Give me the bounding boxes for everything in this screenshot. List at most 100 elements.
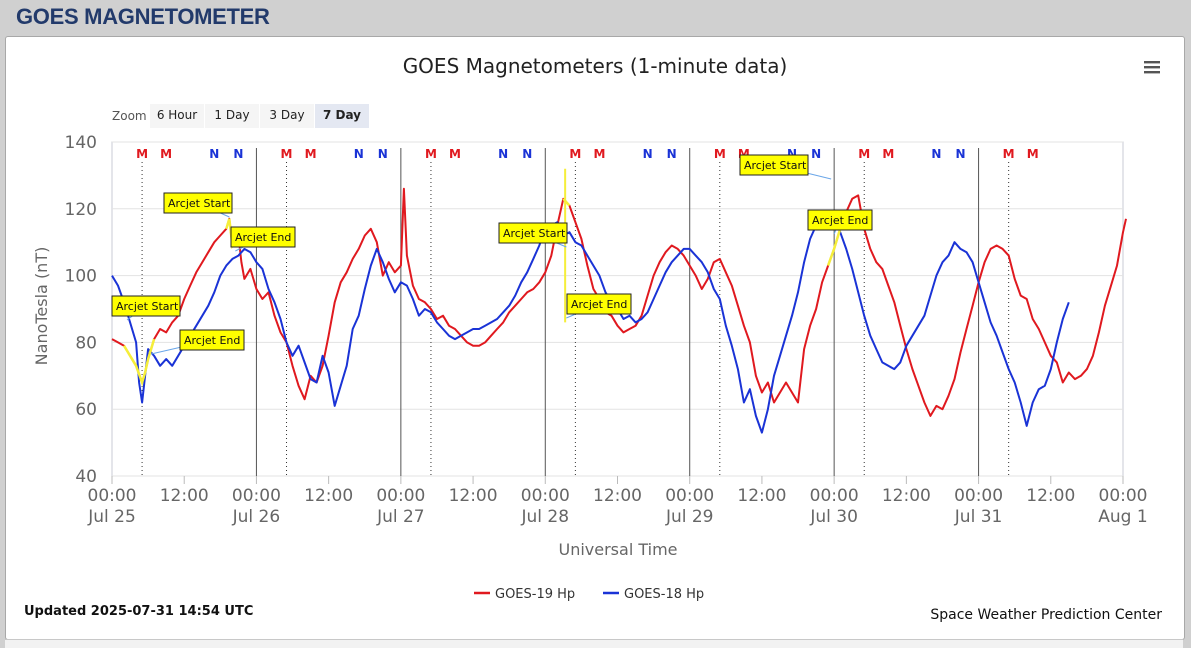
chart-title: GOES Magnetometers (1-minute data): [403, 54, 788, 78]
zoom-3-day-label: 3 Day: [269, 108, 304, 122]
mn-marker: M: [569, 147, 581, 161]
arcjet-flag-box: [739, 154, 809, 176]
y-tick-label: 40: [75, 467, 97, 487]
arcjet-flag-label: Arcjet End: [812, 214, 868, 227]
zoom-label: Zoom: [112, 109, 147, 123]
legend: GOES-19 Hp GOES-18 Hp: [474, 587, 704, 602]
x-tick-label: 00:00: [1099, 486, 1148, 506]
x-tick-label: 00:00: [88, 486, 137, 506]
mn-marker: N: [498, 147, 508, 161]
arcjet-flag-label: Arcjet Start: [168, 197, 231, 210]
page-title: GOES MAGNETOMETER: [16, 4, 270, 29]
x-tick-label: 12:00: [882, 486, 931, 506]
x-tick-date: Jul 29: [665, 507, 714, 527]
x-tick-label: 12:00: [1026, 486, 1075, 506]
mn-marker: N: [787, 147, 797, 161]
x-tick-label: 00:00: [954, 486, 1003, 506]
mn-marker: N: [378, 147, 388, 161]
x-tick-label: 12:00: [160, 486, 209, 506]
arcjet-segment-3: [826, 228, 842, 267]
legend-item-goes19[interactable]: GOES-19 Hp: [474, 587, 575, 602]
arcjet-flag-label: Arcjet Start: [116, 300, 179, 313]
y-tick-label: 60: [75, 400, 97, 420]
mn-marker: N: [522, 147, 532, 161]
mn-marker: M: [858, 147, 870, 161]
y-axis-title: NanoTesla (nT): [32, 247, 51, 366]
mn-marker: M: [1027, 147, 1039, 161]
mn-marker: N: [955, 147, 965, 161]
hamburger-menu-icon[interactable]: [1138, 56, 1166, 80]
mn-marker: N: [931, 147, 941, 161]
zoom-7-day-label: 7 Day: [323, 108, 361, 122]
app-header: GOES MAGNETOMETER: [0, 0, 1191, 36]
x-tick-date: Jul 28: [521, 507, 570, 527]
mn-marker: M: [281, 147, 293, 161]
arcjet-flag-box: [163, 192, 233, 214]
x-tick-date: Jul 26: [232, 507, 281, 527]
updated-timestamp: Updated 2025-07-31 14:54 UTC: [24, 604, 253, 619]
arcjet-flag-label: Arcjet End: [184, 334, 240, 347]
legend-item-goes18[interactable]: GOES-18 Hp: [603, 587, 704, 602]
x-tick-date: Aug 1: [1098, 507, 1147, 527]
mn-marker: N: [233, 147, 243, 161]
bottom-strip: [5, 639, 1183, 648]
zoom-7-day-button[interactable]: 7 Day: [315, 104, 369, 128]
mn-marker: M: [882, 147, 894, 161]
x-tick-date: Jul 25: [87, 507, 136, 527]
x-tick-label: 12:00: [304, 486, 353, 506]
mn-marker: M: [449, 147, 461, 161]
arcjet-flag-box: [807, 209, 873, 231]
x-tick-label: 00:00: [232, 486, 281, 506]
x-tick-label: 12:00: [737, 486, 786, 506]
arcjet-annotations: Arcjet Start Arcjet End Arcjet Start Arcjet…: [111, 154, 873, 387]
x-tick-label: 00:00: [665, 486, 714, 506]
zoom-3-day-button[interactable]: 3 Day: [260, 104, 314, 128]
mn-marker: M: [738, 147, 750, 161]
x-tick-label: 00:00: [521, 486, 570, 506]
y-tick-label: 140: [65, 133, 97, 153]
x-tick-label: 12:00: [593, 486, 642, 506]
mn-marker: M: [136, 147, 148, 161]
mn-marker: N: [667, 147, 677, 161]
legend-goes18-label: GOES-18 Hp: [624, 587, 704, 602]
y-tick-label: 80: [75, 333, 97, 353]
arcjet-flag-box: [111, 295, 181, 317]
arcjet-flag-label: Arcjet Start: [503, 227, 566, 240]
arcjet-flag-box: [179, 329, 245, 351]
mn-marker: M: [160, 147, 172, 161]
zoom-6-hour-label: 6 Hour: [157, 108, 197, 122]
x-tick-label: 00:00: [376, 486, 425, 506]
legend-goes19-label: GOES-19 Hp: [495, 587, 575, 602]
mn-marker: M: [1003, 147, 1015, 161]
mn-marker: N: [643, 147, 653, 161]
arcjet-flag-label: Arcjet End: [235, 231, 291, 244]
mn-marker: M: [425, 147, 437, 161]
y-tick-label: 120: [65, 200, 97, 220]
y-tick-label: 100: [65, 267, 97, 287]
mn-marker: N: [811, 147, 821, 161]
zoom-1-day-label: 1 Day: [214, 108, 249, 122]
x-tick-date: Jul 27: [376, 507, 425, 527]
arcjet-flag-box: [566, 293, 632, 315]
series-line-goes18: [111, 211, 1070, 434]
x-tick-label: 12:00: [449, 486, 498, 506]
zoom-1-day-button[interactable]: 1 Day: [205, 104, 259, 128]
mn-marker: N: [354, 147, 364, 161]
x-tick-date: Jul 30: [809, 507, 858, 527]
mn-marker: M: [593, 147, 605, 161]
arcjet-flag-box: [498, 222, 568, 244]
arcjet-segment-0: [122, 338, 156, 387]
credit-text: Space Weather Prediction Center: [930, 607, 1162, 623]
arcjet-flag-label: Arcjet Start: [744, 159, 807, 172]
mn-marker: N: [209, 147, 219, 161]
arcjet-flag-label: Arcjet End: [571, 298, 627, 311]
x-tick-label: 00:00: [810, 486, 859, 506]
x-axis-title: Universal Time: [558, 540, 677, 559]
x-tick-date: Jul 31: [954, 507, 1003, 527]
mn-marker: M: [305, 147, 317, 161]
zoom-6-hour-button[interactable]: 6 Hour: [150, 104, 204, 128]
mn-marker: M: [714, 147, 726, 161]
arcjet-flag-box: [230, 226, 296, 248]
